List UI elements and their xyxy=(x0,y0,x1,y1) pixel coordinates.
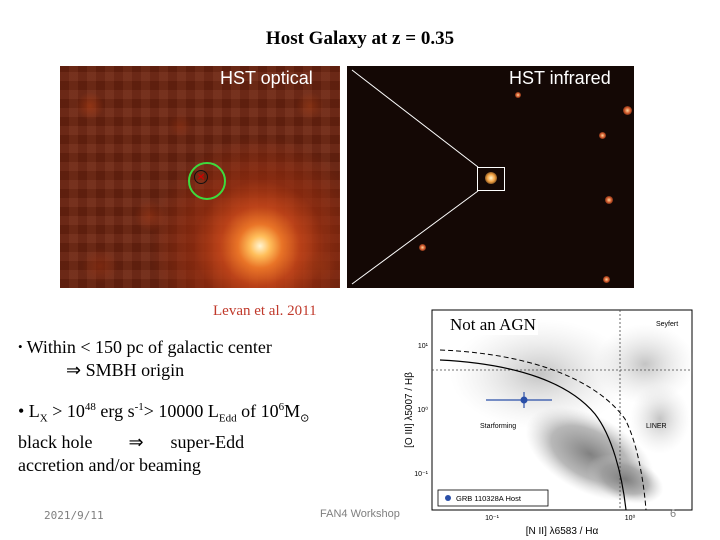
bullet-location-text: Within < 150 pc of galactic center xyxy=(26,337,272,357)
host-point xyxy=(520,396,528,404)
legend-host-label: GRB 110328A Host xyxy=(456,494,522,503)
galaxy-cloud-liner xyxy=(630,384,690,454)
hst-infrared-image: HST infrared xyxy=(347,66,634,288)
ytick-label: 10⁻¹ xyxy=(414,471,428,478)
lum-text: • L xyxy=(18,401,40,421)
bpt-ylabel: [O III] λ5007 / Hβ xyxy=(404,372,415,448)
lum-text: erg s xyxy=(95,401,135,421)
page-number: 6 xyxy=(670,508,677,520)
legend-host-marker xyxy=(445,495,451,501)
not-agn-label: Not an AGN xyxy=(448,315,538,335)
footer-date: 2021/9/11 xyxy=(44,509,104,522)
bullet-location-line2: ⇒ SMBH origin xyxy=(66,360,185,380)
citation: Levan et al. 2011 xyxy=(213,303,317,319)
lum-sup: -1 xyxy=(134,401,144,413)
galaxy-cloud-upper xyxy=(450,319,630,429)
bpt-diagram: Seyfert Starforming LINER GRB 110328A Ho… xyxy=(400,304,700,540)
bullet-luminosity-line3: accretion and/or beaming xyxy=(18,454,201,475)
ir-source xyxy=(605,196,613,204)
xtick-label: 10⁰ xyxy=(625,514,636,522)
ir-source xyxy=(515,92,521,98)
region-seyfert: Seyfert xyxy=(656,321,678,328)
slide-title: Host Galaxy at z = 0.35 xyxy=(265,28,455,49)
bpt-legend xyxy=(437,489,549,507)
optical-panel-label: HST optical xyxy=(220,68,313,88)
lum-text: > 10 xyxy=(47,401,85,421)
region-starforming: Starforming xyxy=(480,423,516,430)
lum-text: > 10000 L xyxy=(143,401,219,421)
bullet-dot: • xyxy=(18,339,23,354)
ir-source xyxy=(485,172,497,184)
zoom-box xyxy=(477,167,505,191)
burst-position-marker-icon: × xyxy=(194,170,208,184)
burst-position-circle xyxy=(188,162,226,200)
lum-sub: X xyxy=(39,412,48,425)
lum-sub: Edd xyxy=(218,412,237,425)
kauffmann-curve xyxy=(439,359,627,511)
hst-optical-image: HST optical × xyxy=(60,66,340,288)
ir-source xyxy=(603,276,610,283)
bullet-luminosity-line1: • LX > 1048 erg s-1> 10000 LEdd of 106M⊙ xyxy=(18,396,398,431)
lum-text: M xyxy=(284,401,301,421)
bpt-xlabel: [N II] λ6583 / Hα xyxy=(526,526,599,537)
footer-event: FAN4 Workshop xyxy=(320,508,400,520)
lum-sub: ⊙ xyxy=(300,412,310,425)
ytick-label: 10⁰ xyxy=(417,406,428,414)
lum-sup: 48 xyxy=(84,401,96,413)
xtick-label: 10⁻¹ xyxy=(485,515,499,522)
ir-source xyxy=(623,106,632,115)
ir-source xyxy=(419,244,426,251)
bullet-luminosity: • LX > 1048 erg s-1> 10000 LEdd of 106M⊙… xyxy=(18,396,398,477)
galaxy-cloud-branch xyxy=(586,454,664,504)
bullet-location-line1: • Within < 150 pc of galactic center xyxy=(18,335,398,359)
lum-text: of 10 xyxy=(236,401,279,421)
bullet-location: • Within < 150 pc of galactic center ⇒ SM… xyxy=(18,335,398,382)
ytick-label: 10¹ xyxy=(418,343,429,350)
ir-source xyxy=(599,132,606,139)
bullet-luminosity-line2: black hole ⇒ super-Edd xyxy=(18,431,245,452)
lum-sup: 6 xyxy=(278,401,285,413)
infrared-panel-label: HST infrared xyxy=(509,68,611,88)
region-liner: LINER xyxy=(646,423,667,430)
